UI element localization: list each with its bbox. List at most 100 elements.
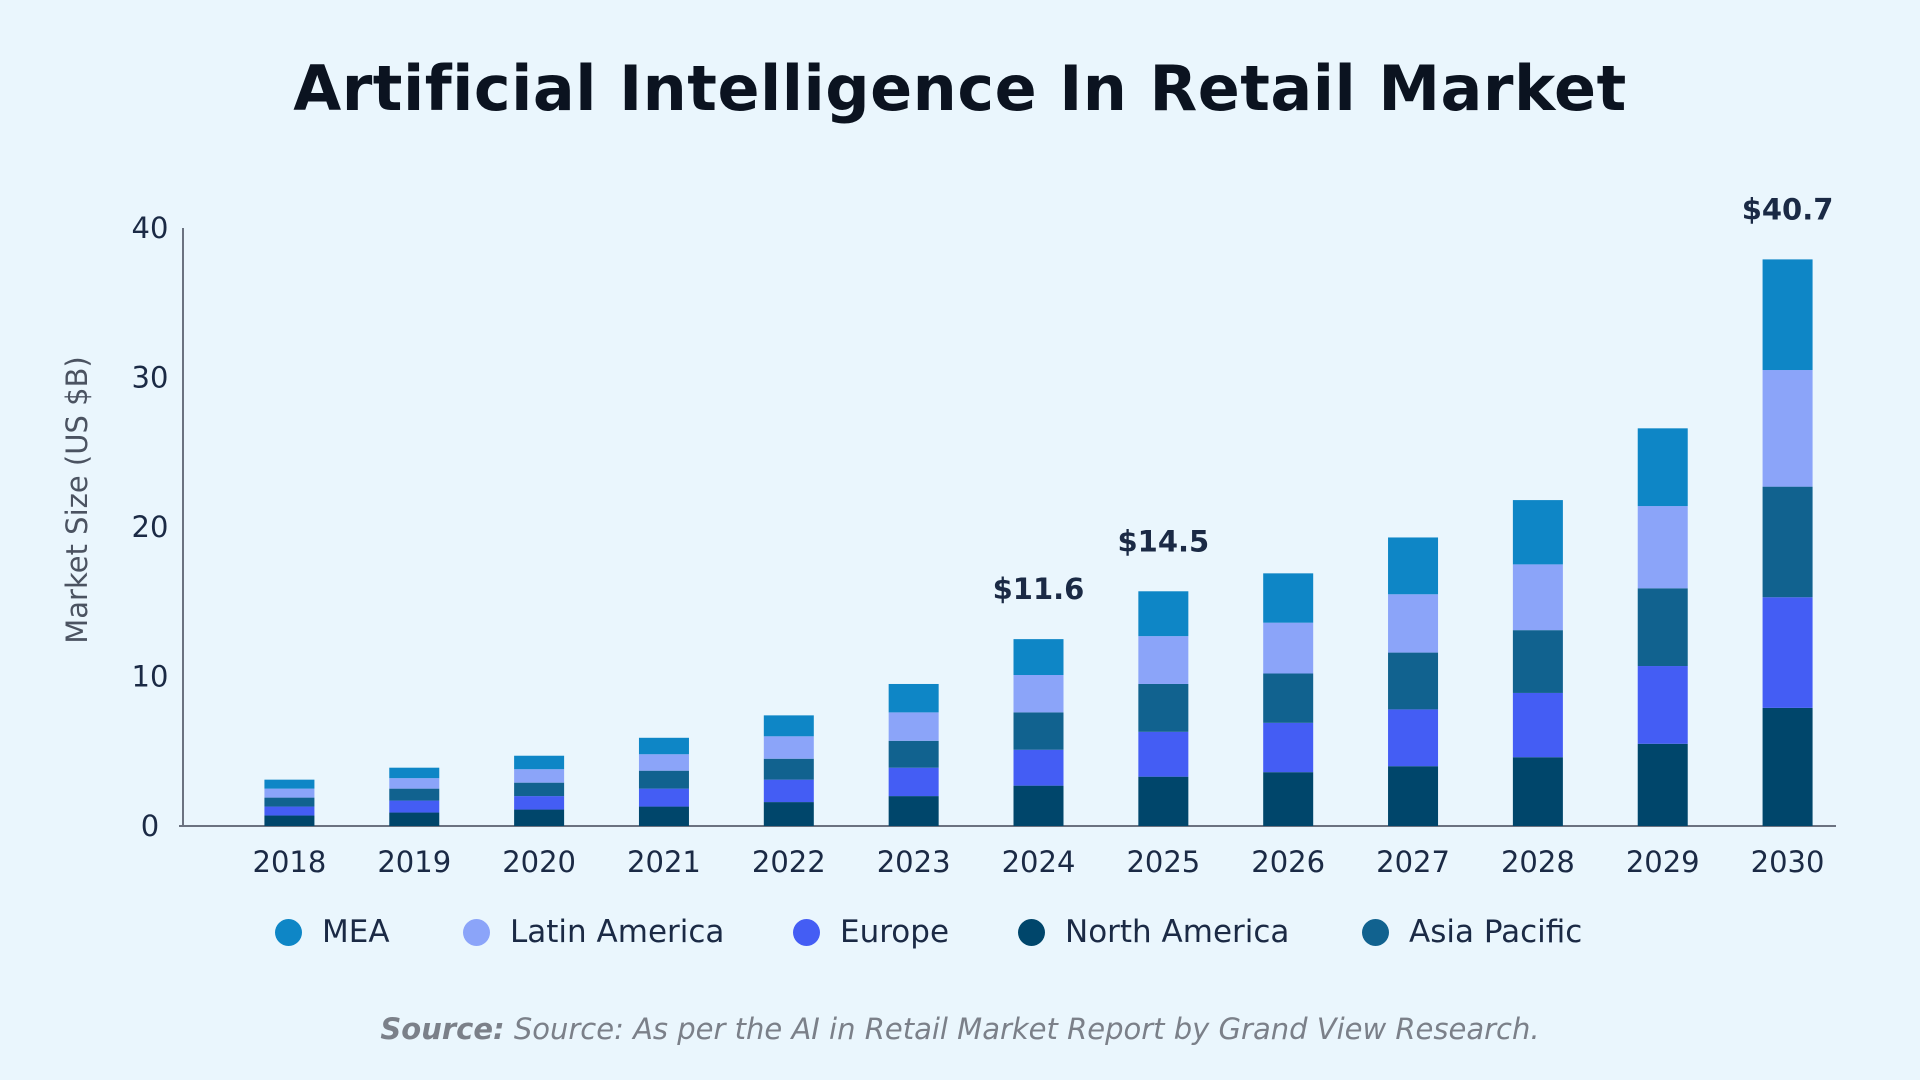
x-tick-label: 2023 <box>877 845 951 879</box>
bar-segment-north-america <box>763 802 814 826</box>
bar-segment-asia-pacific <box>1138 683 1189 732</box>
y-tick-label: 30 <box>132 361 169 395</box>
y-axis-title: Market Size (US $B) <box>60 356 94 643</box>
bar-segment-asia-pacific <box>1762 486 1813 598</box>
bar-segment-latin-america <box>638 754 689 771</box>
x-tick-label: 2021 <box>627 845 701 879</box>
bar-segment-mea <box>1762 259 1813 371</box>
bar-segment-asia-pacific <box>389 788 440 801</box>
bar-segment-north-america <box>1138 776 1189 826</box>
bar-segment-mea <box>1388 537 1439 595</box>
bar-segment-mea <box>1637 428 1688 507</box>
bar-segment-latin-america <box>514 769 565 783</box>
bar-segment-north-america <box>888 796 939 826</box>
legend-swatch <box>1362 918 1389 946</box>
source-text: Source: As per the AI in Retail Market R… <box>504 1012 1540 1046</box>
bar-segment-asia-pacific <box>638 770 689 789</box>
x-tick-label: 2018 <box>253 845 327 879</box>
bar-segment-latin-america <box>1512 564 1563 631</box>
total-label: $11.6 <box>993 572 1085 606</box>
bar-segment-north-america <box>514 809 565 826</box>
bar-segment-asia-pacific <box>1388 652 1439 710</box>
source-note: Source: Source: As per the AI in Retail … <box>0 1012 1920 1046</box>
x-tick-label: 2020 <box>502 845 576 879</box>
bar-segment-asia-pacific <box>763 758 814 780</box>
bar-segment-europe <box>514 796 565 810</box>
bar-segment-mea <box>888 683 939 713</box>
bar-segment-asia-pacific <box>1263 673 1314 723</box>
x-tick-label: 2028 <box>1501 845 1575 879</box>
bar-segment-latin-america <box>888 712 939 741</box>
legend-label: North America <box>1065 914 1290 950</box>
total-label: $14.5 <box>1117 524 1209 558</box>
bar-segment-latin-america <box>1013 675 1064 713</box>
bar-segment-north-america <box>1637 743 1688 826</box>
bar-segment-mea <box>638 737 689 755</box>
total-labels: $11.6 $14.5 $40.7 <box>993 192 1834 606</box>
bar-segment-north-america <box>638 806 689 826</box>
y-tick-label: 0 <box>141 809 159 843</box>
bar-segment-mea <box>264 779 315 789</box>
legend-label: Asia Pacific <box>1409 914 1583 950</box>
legend-swatch <box>793 918 820 946</box>
bar-segment-latin-america <box>1637 506 1688 589</box>
bars <box>264 259 1813 826</box>
bar-segment-latin-america <box>1388 594 1439 653</box>
bar-segment-north-america <box>1263 772 1314 826</box>
bar-segment-europe <box>1762 597 1813 708</box>
bar-segment-asia-pacific <box>888 740 939 768</box>
bar-segment-europe <box>389 800 440 813</box>
bar-segment-europe <box>1512 692 1563 758</box>
bar-segment-europe <box>1637 666 1688 744</box>
x-tick-label: 2026 <box>1251 845 1325 879</box>
legend-item-latin-america: Latin America <box>463 914 724 950</box>
legend-swatch <box>463 918 490 946</box>
total-label: $40.7 <box>1742 192 1834 226</box>
bar-segment-asia-pacific <box>264 797 315 807</box>
legend-label: Latin America <box>510 914 725 950</box>
bar-segment-north-america <box>1013 785 1064 826</box>
legend: MEA Latin America Europe North America Asia … <box>0 914 1920 964</box>
bar-segment-europe <box>264 806 315 816</box>
bar-segment-latin-america <box>763 736 814 759</box>
x-tick-label: 2029 <box>1626 845 1700 879</box>
x-tick-label: 2027 <box>1376 845 1450 879</box>
bar-segment-north-america <box>1762 707 1813 826</box>
bar-segment-mea <box>1512 500 1563 565</box>
bar-segment-north-america <box>1388 766 1439 826</box>
bar-segment-europe <box>1013 749 1064 786</box>
legend-item-north-america: North America <box>1018 914 1289 950</box>
y-tick-label: 20 <box>132 510 169 544</box>
bar-segment-europe <box>763 779 814 803</box>
bar-segment-north-america <box>264 815 315 826</box>
bar-segment-europe <box>638 788 689 807</box>
legend-item-europe: Europe <box>793 914 949 950</box>
bar-segment-asia-pacific <box>1013 712 1064 750</box>
bar-segment-latin-america <box>1263 622 1314 674</box>
y-tick-label: 40 <box>132 211 169 245</box>
x-tick-label: 2024 <box>1002 845 1076 879</box>
legend-label: Europe <box>840 914 950 950</box>
bar-segment-mea <box>763 715 814 737</box>
x-tick-label: 2019 <box>377 845 451 879</box>
bar-segment-latin-america <box>1138 636 1189 684</box>
y-tick-label: 10 <box>132 660 169 694</box>
bar-segment-asia-pacific <box>1512 630 1563 693</box>
x-tick-label: 2025 <box>1126 845 1200 879</box>
bar-segment-asia-pacific <box>1637 588 1688 667</box>
bar-segment-mea <box>389 767 440 779</box>
bar-segment-europe <box>1388 709 1439 767</box>
source-label: Source: <box>380 1012 505 1046</box>
legend-swatch <box>275 918 302 946</box>
y-axis: 0 10 20 30 40 <box>132 211 184 843</box>
bar-segment-latin-america <box>1762 370 1813 487</box>
legend-item-asia-pacific: Asia Pacific <box>1362 914 1582 950</box>
bar-segment-europe <box>1263 722 1314 773</box>
bar-segment-north-america <box>1512 757 1563 826</box>
bar-segment-latin-america <box>389 778 440 789</box>
bar-segment-north-america <box>389 812 440 826</box>
x-tick-label: 2022 <box>752 845 826 879</box>
x-axis: 2018 2019 2020 2021 2022 2023 2024 2025 2026 2027… <box>179 825 1836 879</box>
bar-segment-asia-pacific <box>514 782 565 797</box>
